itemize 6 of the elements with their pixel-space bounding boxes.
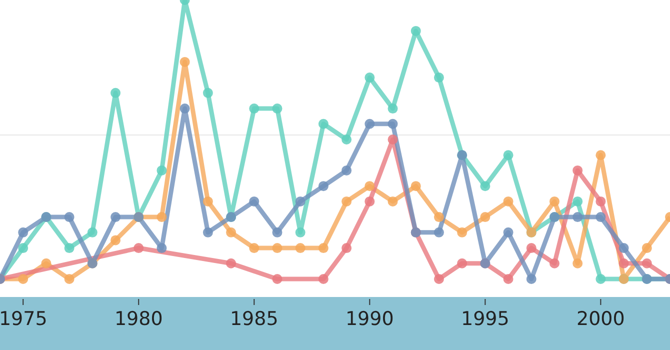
- x-tick-label: 1980: [114, 308, 163, 330]
- x-tick-label: 1990: [345, 308, 394, 330]
- x-tick-label: 1975: [0, 308, 48, 330]
- x-tick-label: 1995: [460, 308, 510, 330]
- x-tick-label: 2000: [576, 308, 625, 330]
- x-tick-label: 1985: [230, 308, 278, 330]
